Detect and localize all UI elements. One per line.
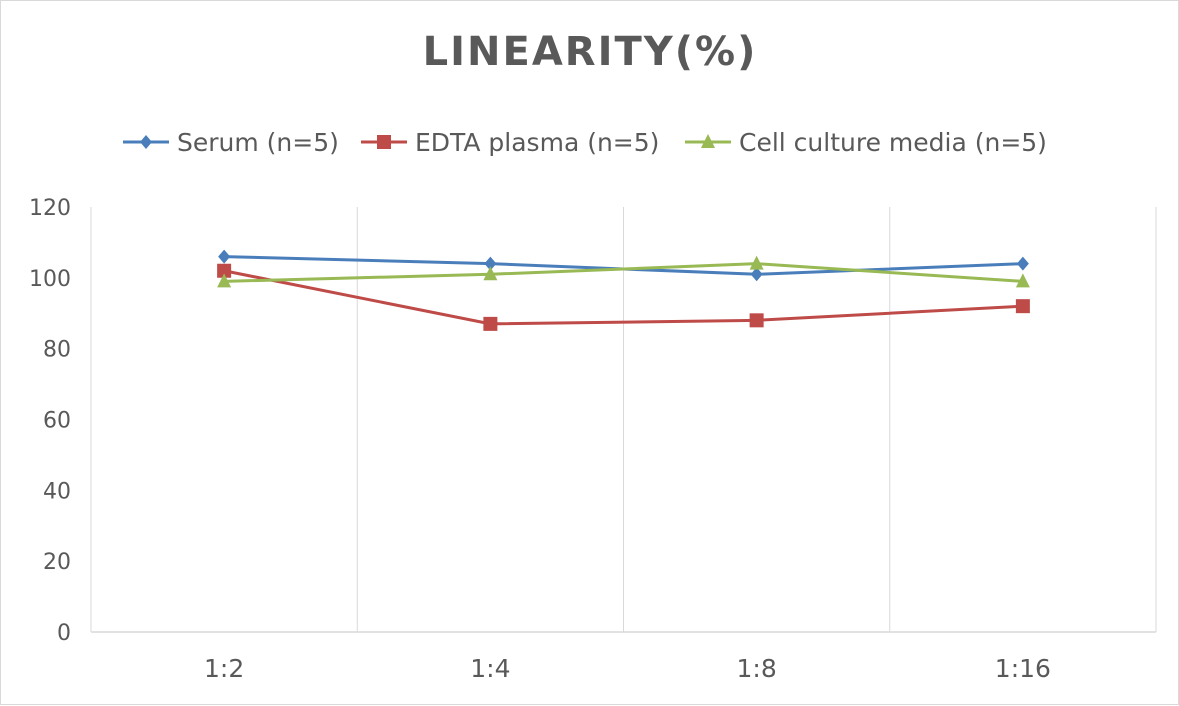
y-tick-label: 80 [43, 338, 71, 363]
legend-label: Cell culture media (n=5) [739, 128, 1047, 157]
legend-marker [377, 135, 391, 149]
data-point [217, 273, 232, 288]
legend-marker [701, 134, 715, 148]
x-tick-label: 1:4 [470, 654, 510, 683]
y-tick-label: 120 [29, 196, 71, 221]
data-point [484, 256, 497, 271]
y-tick-label: 60 [43, 409, 71, 434]
data-point [1015, 273, 1030, 288]
data-point [483, 316, 498, 331]
series-line-2 [224, 262, 1023, 283]
chart-title: LINEARITY(%) [423, 29, 758, 75]
y-tick-label: 0 [57, 621, 71, 646]
data-point [218, 249, 231, 264]
data-point [217, 263, 232, 278]
x-tick-label: 1:2 [204, 654, 244, 683]
data-point [483, 266, 498, 281]
x-tick-label: 1:8 [737, 654, 777, 683]
data-point [1015, 299, 1030, 314]
data-point [749, 255, 764, 270]
y-tick-label: 40 [43, 479, 71, 504]
data-point [750, 267, 763, 282]
legend-marker [140, 135, 152, 149]
y-tick-label: 20 [43, 550, 71, 575]
legend-label: Serum (n=5) [177, 128, 339, 157]
series-line-1 [223, 269, 1023, 326]
x-tick-label: 1:16 [995, 654, 1051, 683]
legend-label: EDTA plasma (n=5) [415, 128, 659, 157]
y-tick-label: 100 [29, 267, 71, 292]
data-point [749, 313, 764, 328]
data-point [1016, 256, 1029, 271]
